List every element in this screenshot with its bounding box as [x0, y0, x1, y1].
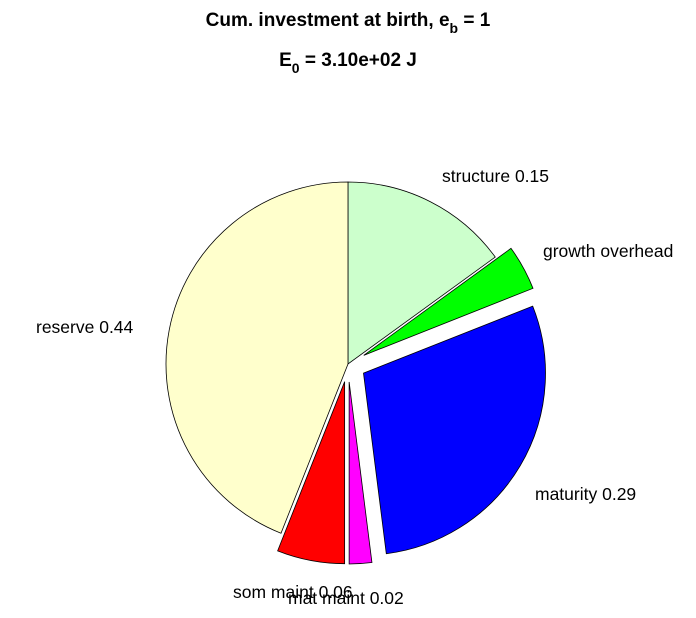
pie-slice-som-maint — [277, 381, 346, 565]
chart-title-line1: Cum. investment at birth, eb = 1 — [206, 10, 491, 36]
pie-label-structure: structure 0.15 — [442, 166, 549, 186]
chart-title-line2: E0 = 3.10e+02 J — [279, 50, 417, 76]
pie-slice-growth-overhead — [363, 247, 534, 356]
pie-label-som-maint: som maint 0.06 — [233, 582, 353, 602]
pie-label-mat-maint: mat maint 0.02 — [288, 588, 404, 608]
pie-label-reserve: reserve 0.44 — [36, 317, 134, 337]
pie-slice-mat-maint — [348, 381, 373, 565]
pie-slice-maturity — [363, 305, 546, 555]
pie-slice-reserve — [165, 181, 349, 534]
pie-labels: structure 0.15 growth overhead maturity 0.… — [36, 166, 673, 608]
pie-label-growth-overhead: growth overhead — [543, 241, 673, 261]
pie-slices — [165, 181, 546, 565]
pie-slice-structure — [347, 181, 496, 365]
pie-label-maturity: maturity 0.29 — [535, 484, 636, 504]
